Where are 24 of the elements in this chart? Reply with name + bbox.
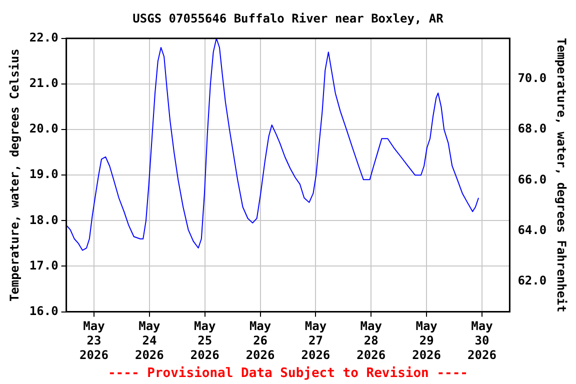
y-tick-label: 17.0 <box>29 258 58 272</box>
x-tick-label: May 30 2026 <box>468 319 496 362</box>
y2-tick-label: 66.0 <box>518 172 547 186</box>
y2-tick-label: 64.0 <box>518 222 547 237</box>
y-tick-label: 19.0 <box>29 167 58 182</box>
y-tick-label: 18.0 <box>29 212 58 227</box>
y2-tick-label: 68.0 <box>518 122 547 136</box>
x-tick-label: May 27 2026 <box>301 319 330 362</box>
chart-title: USGS 07055646 Buffalo River near Boxley, AR <box>132 11 444 26</box>
x-tick-label: May 26 2026 <box>246 319 275 362</box>
text: ---- Provisional Data Subject to Revision ---- <box>106 366 470 381</box>
y-axis-title: Temperature, water, degrees Celsius <box>7 48 22 302</box>
x-tick-label: May 28 2026 <box>356 319 386 362</box>
x-tick-label: May 23 2026 <box>80 319 108 362</box>
y2-tick-label: 70.0 <box>518 71 547 86</box>
y-tick-label: 21.0 <box>29 76 58 90</box>
y2-tick-label: 62.0 <box>518 274 547 288</box>
y2-axis-title: Temperature, water, degrees Fahrenheit <box>554 38 569 312</box>
x-tick-label: May 24 2026 <box>134 319 164 362</box>
y-tick-label: 20.0 <box>29 122 58 136</box>
x-tick-label: May 29 2026 <box>412 319 442 362</box>
y-tick-label: 16.0 <box>29 304 58 318</box>
x-tick-label: May 25 2026 <box>190 319 220 362</box>
y-tick-label: 22.0 <box>29 30 58 45</box>
